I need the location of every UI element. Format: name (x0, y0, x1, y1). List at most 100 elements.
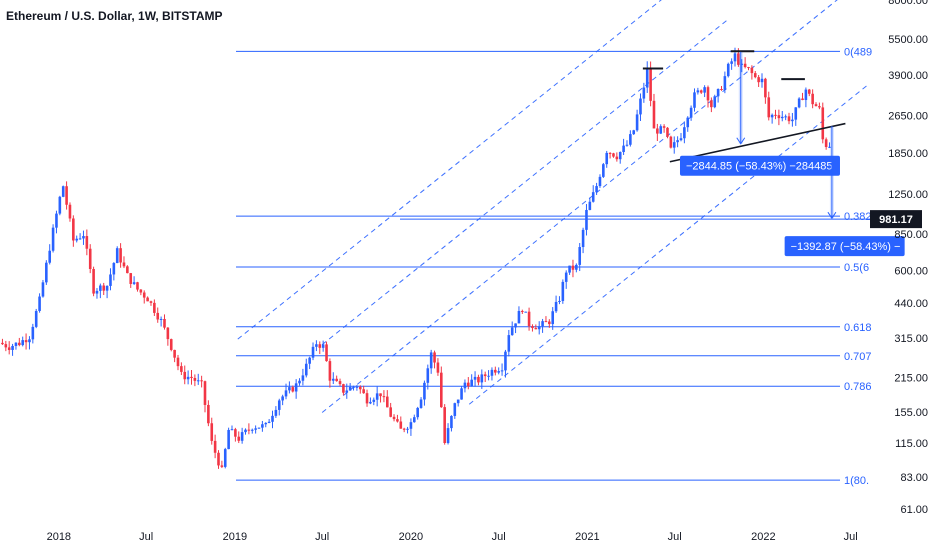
chart-title: Ethereum / U.S. Dollar, 1W, BITSTAMP (6, 9, 223, 23)
candle-body (450, 415, 453, 429)
candle-body (136, 282, 139, 290)
candle-body (254, 428, 257, 430)
candle-body (335, 378, 338, 382)
candle-body (345, 390, 349, 393)
fib-label: 0.618 (844, 322, 872, 334)
candle-body (676, 140, 679, 143)
candle-body (217, 452, 220, 466)
candle-body (223, 449, 227, 467)
candle-body (747, 67, 750, 69)
candle-body (355, 386, 359, 388)
candle-body (645, 67, 649, 88)
candle-body (385, 396, 389, 408)
candle-body (321, 344, 325, 348)
candle-body (558, 300, 561, 302)
candle-body (757, 77, 760, 83)
candle-body (571, 265, 575, 270)
candle-body (210, 423, 214, 441)
candle-body (537, 326, 541, 330)
candle-body (544, 321, 548, 323)
candle-body (605, 152, 609, 165)
candle-body (541, 321, 544, 327)
candle-body (291, 387, 295, 392)
candle-body (240, 432, 244, 441)
candle-body (149, 301, 153, 303)
measure-label-box (679, 155, 840, 176)
candle-body (419, 399, 423, 408)
candle-body (369, 401, 372, 404)
candle-body (554, 301, 558, 312)
y-tick-label: 1250.00 (888, 189, 928, 201)
y-axis: 8000.00 5500.00 3900.00 2650.00 1850.00 1250.… (888, 0, 928, 516)
candle-body (494, 369, 497, 373)
candle-body (288, 387, 291, 391)
candle-body (531, 326, 534, 329)
candle-body (126, 266, 129, 274)
candle-body (129, 273, 133, 284)
candle-body (618, 152, 622, 160)
candle-body (699, 90, 703, 93)
candle-body (352, 386, 355, 388)
candle-body (399, 421, 403, 429)
candle-body (696, 90, 700, 93)
candle-body (358, 386, 362, 390)
candle-body (801, 98, 804, 101)
candle-body (331, 378, 335, 381)
candle-body (61, 186, 65, 197)
candle-body (11, 345, 14, 350)
candle-body (142, 292, 146, 298)
candle-body (649, 67, 652, 101)
candle-body (608, 152, 612, 154)
candle-body (41, 282, 45, 297)
candle-body (568, 265, 571, 273)
candle-body (237, 436, 241, 441)
candle-body (720, 88, 723, 90)
candle-body (524, 311, 528, 313)
candle-body (551, 311, 555, 325)
candle-body (767, 97, 771, 118)
candle-body (679, 138, 683, 141)
fib-label: 0.382 (844, 211, 872, 223)
candle-body (338, 381, 342, 385)
candle-body (362, 389, 365, 394)
candle-body (548, 321, 551, 325)
candle-body (402, 428, 406, 430)
candle-body (504, 351, 507, 371)
candle-body (379, 393, 382, 397)
candle-body (446, 428, 450, 444)
candle-body (48, 250, 52, 263)
candle-body (595, 186, 598, 193)
candle-body (372, 399, 376, 402)
candle-body (105, 285, 109, 291)
candle-body (308, 357, 311, 364)
y-tick-label: 3900.00 (888, 70, 928, 82)
parallel-channel (237, 0, 868, 413)
y-tick-label: 83.00 (900, 472, 928, 484)
candle-body (510, 327, 514, 336)
x-axis: 2018 Jul 2019 Jul 2020 Jul 2021 Jul 2022 Jul (47, 531, 858, 543)
candle-body (507, 335, 511, 352)
candles (1, 47, 831, 469)
candle-body (710, 100, 713, 108)
candle-body (99, 285, 102, 291)
fib-label: 0.786 (844, 381, 872, 393)
candle-body (669, 136, 673, 148)
candle-body (284, 390, 288, 397)
candle-body (615, 156, 619, 160)
x-tick-label: 2021 (575, 531, 599, 543)
candle-body (31, 326, 35, 340)
candle-body (737, 53, 740, 65)
candle-body (440, 372, 443, 408)
candle-body (365, 393, 369, 404)
candle-body (686, 117, 690, 128)
candle-body (78, 238, 82, 240)
candle-body (315, 344, 318, 347)
candle-body (514, 323, 517, 328)
candle-body (416, 407, 419, 418)
candle-body (656, 128, 659, 134)
candle-body (153, 302, 156, 313)
candle-body (453, 403, 457, 416)
candle-body (173, 349, 176, 358)
candle-body (119, 248, 122, 263)
